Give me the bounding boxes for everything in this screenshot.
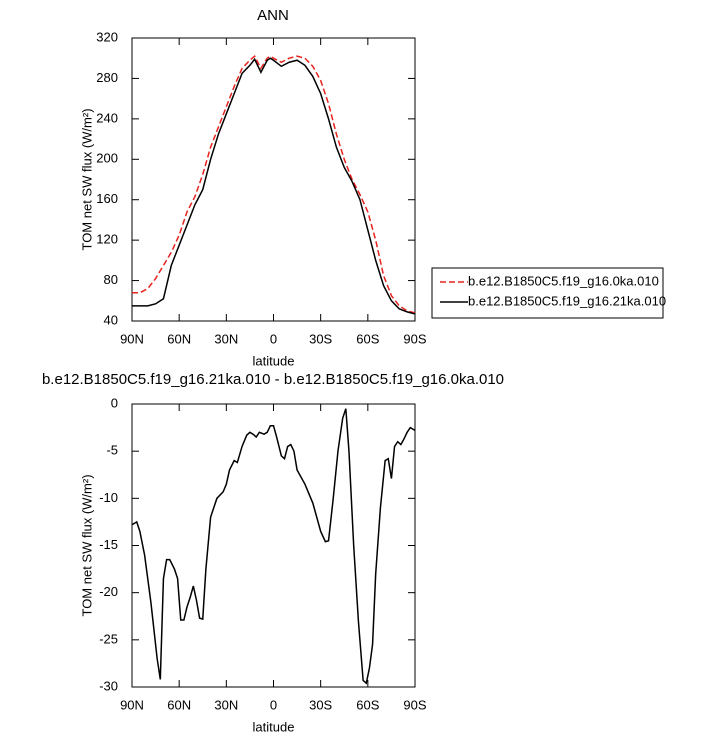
x-tick-label: 30N bbox=[214, 331, 238, 346]
y-tick-label: 0 bbox=[111, 395, 118, 410]
x-tick-label: 30N bbox=[214, 697, 238, 712]
x-tick-label: 90N bbox=[120, 697, 144, 712]
y-tick-label: 80 bbox=[104, 272, 118, 287]
y-tick-label: -5 bbox=[106, 443, 118, 458]
chart-title: ANN bbox=[257, 7, 289, 24]
chart-title: b.e12.B1850C5.f19_g16.21ka.010 - b.e12.B… bbox=[42, 371, 504, 388]
x-axis-label: latitude bbox=[253, 719, 295, 734]
x-tick-label: 0 bbox=[270, 331, 277, 346]
x-tick-label: 30S bbox=[309, 697, 332, 712]
x-tick-label: 90S bbox=[403, 331, 426, 346]
legend-box bbox=[431, 267, 664, 319]
y-axis-label: TOM net SW flux (W/m²) bbox=[79, 108, 94, 250]
y-tick-label: 240 bbox=[96, 110, 118, 125]
legend-label: b.e12.B1850C5.f19_g16.0ka.010 bbox=[468, 273, 659, 288]
y-tick-label: 120 bbox=[96, 232, 118, 247]
x-tick-label: 90N bbox=[120, 331, 144, 346]
x-tick-label: 30S bbox=[309, 331, 332, 346]
x-tick-label: 60N bbox=[167, 697, 191, 712]
y-tick-label: -10 bbox=[99, 490, 118, 505]
y-tick-label: 320 bbox=[96, 29, 118, 44]
y-tick-label: 280 bbox=[96, 70, 118, 85]
x-tick-label: 60S bbox=[356, 697, 379, 712]
y-tick-label: -30 bbox=[99, 678, 118, 693]
x-tick-label: 60N bbox=[167, 331, 191, 346]
x-tick-label: 90S bbox=[403, 697, 426, 712]
y-tick-label: -20 bbox=[99, 584, 118, 599]
data-line bbox=[131, 408, 416, 685]
y-tick-label: -15 bbox=[99, 537, 118, 552]
y-tick-label: 40 bbox=[104, 312, 118, 327]
y-tick-label: 200 bbox=[96, 151, 118, 166]
y-axis-label: TOM net SW flux (W/m²) bbox=[79, 474, 94, 616]
x-tick-label: 60S bbox=[356, 331, 379, 346]
y-tick-label: -25 bbox=[99, 631, 118, 646]
plot-frame bbox=[131, 403, 416, 688]
y-tick-label: 160 bbox=[96, 191, 118, 206]
x-axis-label: latitude bbox=[253, 353, 295, 368]
x-tick-label: 0 bbox=[270, 697, 277, 712]
legend-label: b.e12.B1850C5.f19_g16.21ka.010 bbox=[468, 293, 666, 308]
plot-frame bbox=[131, 37, 416, 322]
data-line bbox=[132, 57, 416, 315]
